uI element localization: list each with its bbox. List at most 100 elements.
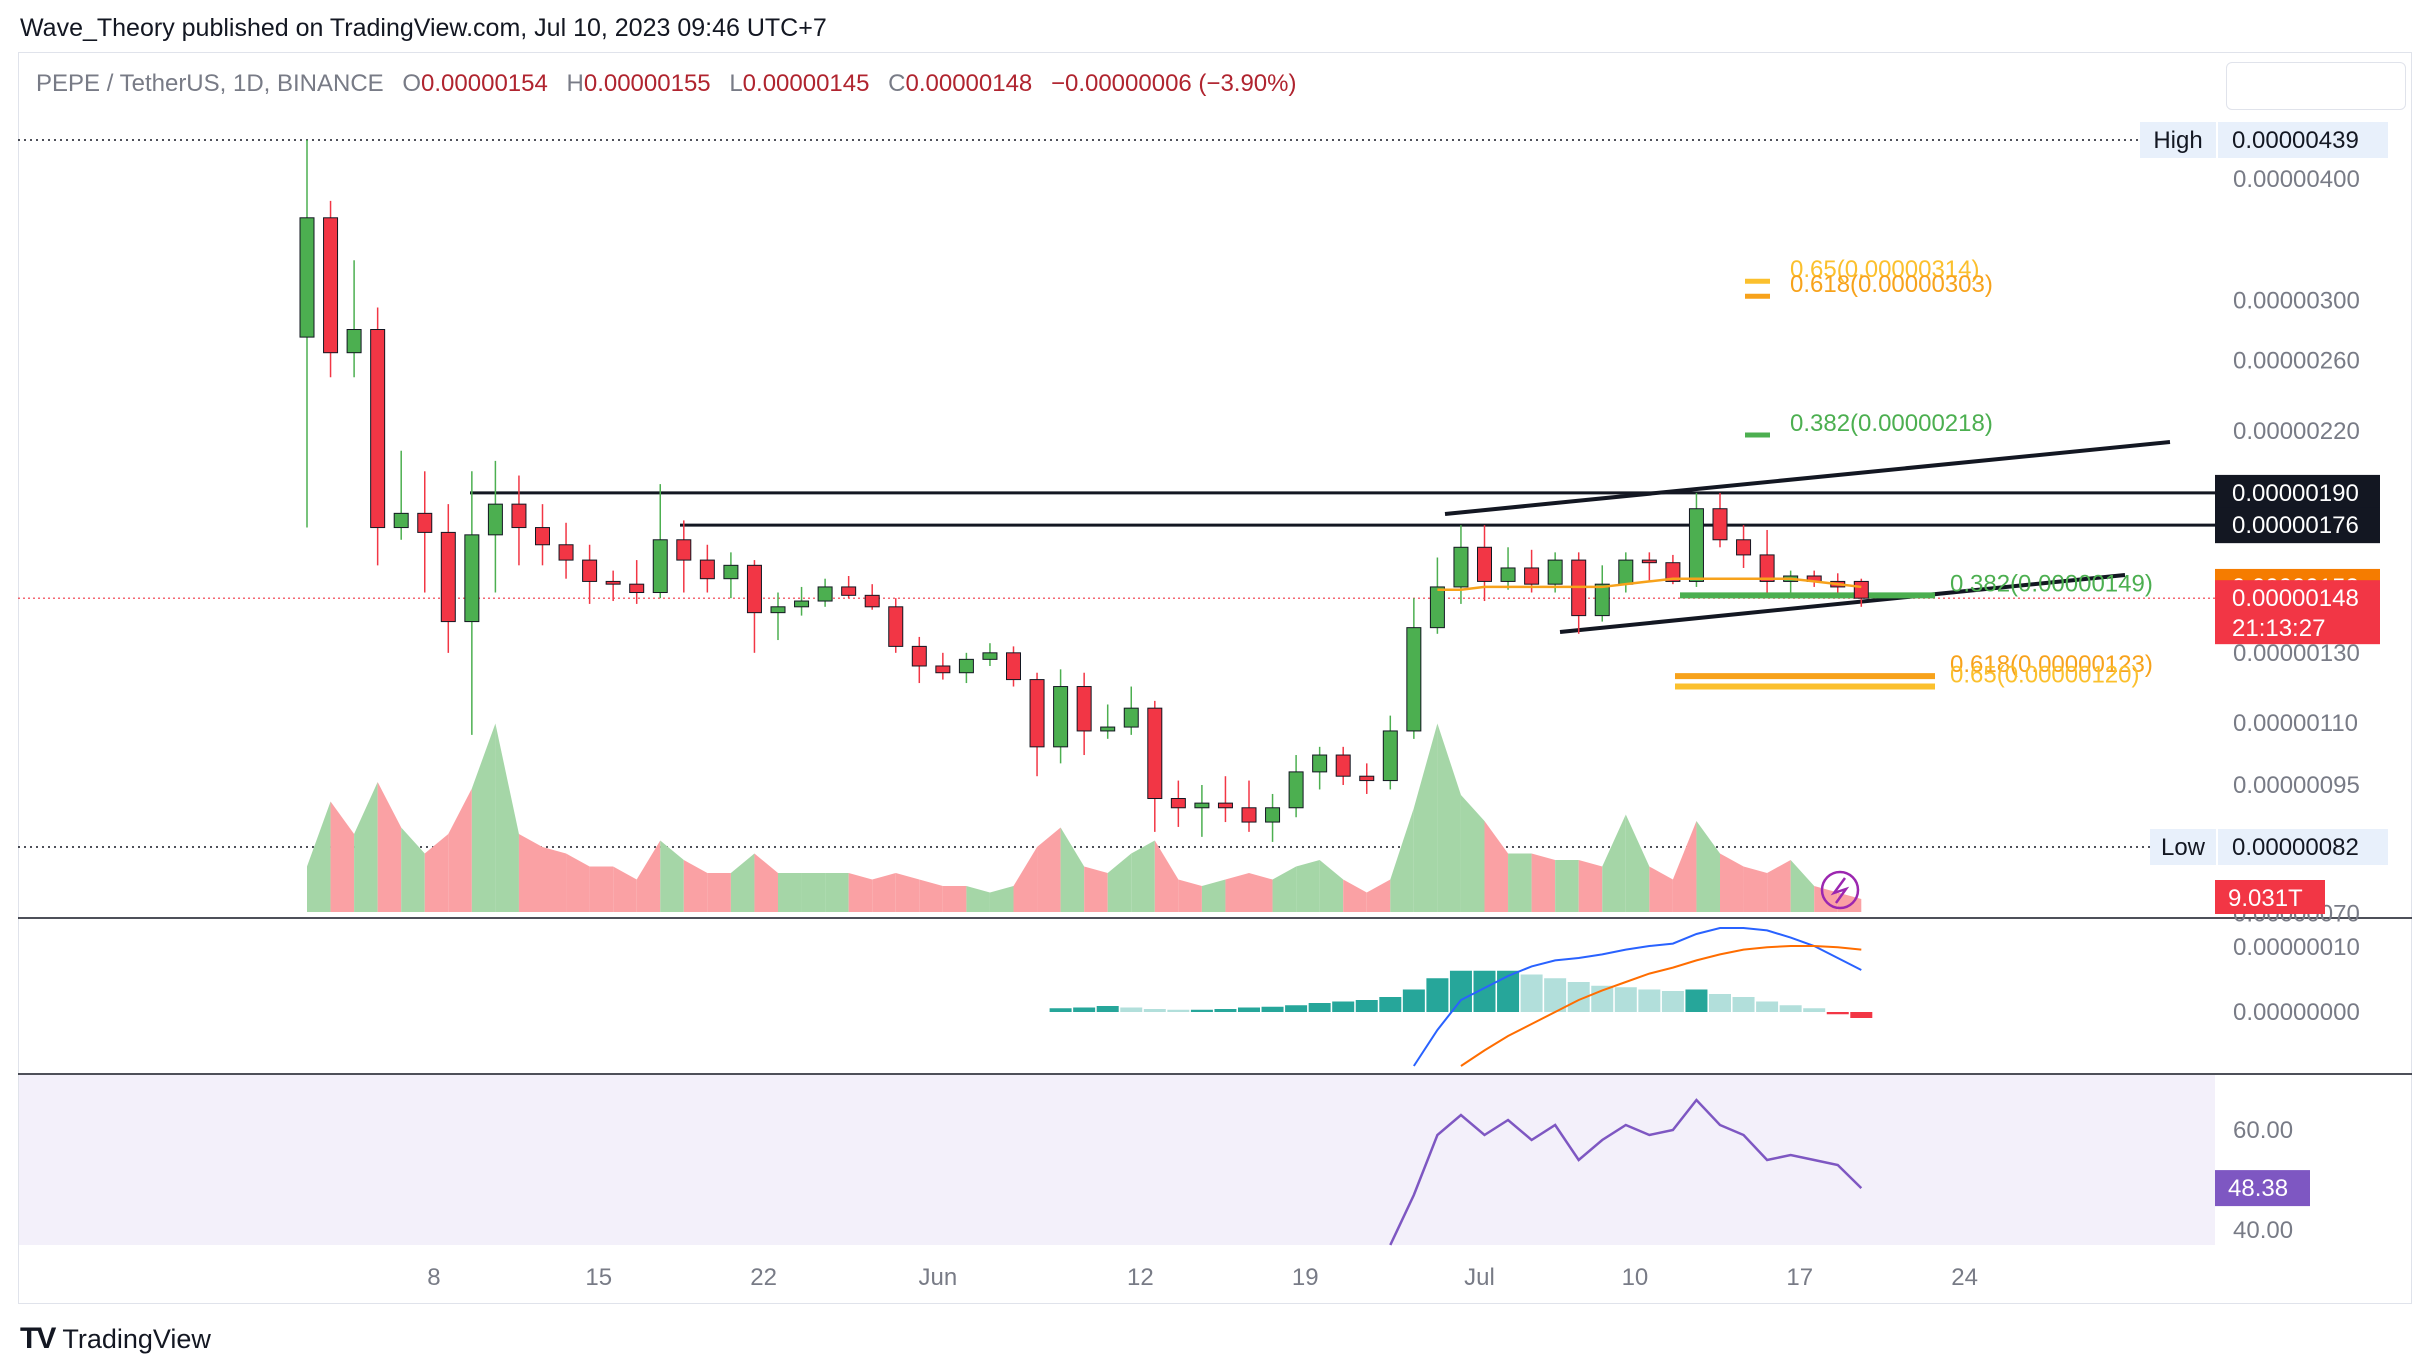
candle-body bbox=[794, 600, 810, 608]
macd-histogram-bar bbox=[1638, 989, 1661, 1012]
candle-body bbox=[817, 586, 833, 602]
candle-body bbox=[1312, 754, 1328, 773]
channel-lower-line bbox=[1559, 573, 2126, 634]
brand-name: TradingView bbox=[62, 1323, 211, 1354]
macd-histogram-bar bbox=[1520, 974, 1543, 1012]
candle-body bbox=[1853, 580, 1869, 599]
resistance-tag-box bbox=[2215, 474, 2380, 511]
volume-area-segment bbox=[307, 801, 331, 912]
time-tick: 12 bbox=[1127, 1264, 1154, 1291]
volume-area-segment bbox=[1225, 873, 1249, 912]
candle-body bbox=[911, 645, 927, 667]
candle-body bbox=[864, 594, 880, 608]
volume-area-segment bbox=[1154, 840, 1179, 912]
candle-body bbox=[1500, 567, 1516, 582]
candle-body bbox=[958, 658, 974, 674]
volume-area-segment bbox=[801, 873, 826, 912]
volume-area-segment bbox=[1319, 860, 1344, 912]
macd-histogram-bar bbox=[1685, 989, 1708, 1012]
volume-area-segment bbox=[1296, 860, 1320, 912]
volume-tag-box bbox=[2215, 880, 2325, 914]
low-label: Low bbox=[2161, 834, 2206, 861]
time-tick: 8 bbox=[427, 1264, 440, 1291]
volume-area-segment bbox=[730, 853, 755, 912]
volume-area-segment bbox=[1578, 860, 1603, 912]
candle-body bbox=[1429, 586, 1445, 629]
macd-histogram-bar bbox=[1850, 1012, 1873, 1018]
volume-area-segment bbox=[872, 873, 896, 912]
time-tick: 15 bbox=[585, 1264, 612, 1291]
macd-histogram-bar bbox=[1379, 997, 1402, 1012]
candle-body bbox=[1288, 771, 1304, 809]
candle-body bbox=[1712, 508, 1728, 541]
lightning-icon bbox=[1820, 870, 1860, 910]
volume-area-segment bbox=[1272, 866, 1297, 912]
candle-body bbox=[605, 580, 621, 585]
candle-body bbox=[652, 539, 668, 594]
volume-area-segment bbox=[1625, 814, 1650, 912]
price-tick: 0.00000220 bbox=[2233, 418, 2360, 445]
macd-histogram-bar bbox=[1826, 1012, 1849, 1015]
candle-body bbox=[323, 217, 339, 354]
price-tick: 0.00000130 bbox=[2233, 640, 2360, 667]
macd-histogram-bar bbox=[1732, 997, 1755, 1012]
volume-area-segment bbox=[966, 886, 990, 912]
high-label-box bbox=[2140, 122, 2216, 158]
rsi-tick: 60.00 bbox=[2233, 1117, 2293, 1144]
volume-area-segment bbox=[401, 827, 425, 912]
fib-level-label: 0.65(0.00000120) bbox=[1950, 662, 2140, 689]
candle-body bbox=[1594, 583, 1610, 617]
macd-histogram-bar bbox=[1709, 994, 1731, 1012]
candle-body bbox=[393, 512, 409, 529]
macd-tick: 0.00000000 bbox=[2233, 999, 2360, 1026]
price-tick: 0.00000400 bbox=[2233, 166, 2360, 193]
volume-area-segment bbox=[707, 873, 731, 912]
last-price-tag: 0.00000148 bbox=[2232, 585, 2359, 612]
macd-histogram-bar bbox=[1803, 1008, 1826, 1012]
candle-body bbox=[841, 586, 857, 596]
price-tick: 0.00000110 bbox=[2233, 710, 2358, 737]
candle-body bbox=[1759, 554, 1775, 582]
close-value: 0.00000148 bbox=[905, 70, 1033, 97]
rsi-line bbox=[1389, 1098, 1863, 1246]
symbol-name[interactable]: PEPE / TetherUS, 1D, BINANCE bbox=[36, 70, 384, 97]
time-tick: 22 bbox=[750, 1264, 777, 1291]
volume-area-segment bbox=[542, 847, 567, 912]
volume-area-segment bbox=[989, 886, 1014, 912]
fib-level-label: 0.618(0.00000303) bbox=[1790, 271, 1993, 298]
rsi-tag-box bbox=[2215, 1170, 2310, 1207]
volume-area-segment bbox=[377, 782, 402, 912]
candle-body bbox=[370, 329, 386, 529]
candle-body bbox=[1665, 562, 1681, 582]
macd-histogram-bar bbox=[1426, 978, 1449, 1012]
macd-histogram-bar bbox=[1214, 1009, 1237, 1012]
volume-area-segment bbox=[1201, 879, 1226, 912]
toolbar-box[interactable] bbox=[2226, 62, 2406, 110]
volume-area-segment bbox=[1531, 853, 1556, 912]
low-label-box bbox=[2150, 829, 2216, 865]
macd-histogram-bar bbox=[1473, 970, 1496, 1012]
candle-body bbox=[1524, 567, 1540, 585]
channel-upper-line bbox=[1444, 440, 2171, 516]
macd-histogram-bar bbox=[1779, 1005, 1802, 1012]
volume-area-segment bbox=[895, 873, 920, 912]
tradingview-logo[interactable]: TV TradingView bbox=[20, 1322, 211, 1356]
chart-frame bbox=[18, 52, 2412, 1304]
candle-body bbox=[1547, 559, 1563, 585]
price-tick: 0.00000095 bbox=[2233, 772, 2360, 799]
time-tick: 10 bbox=[1622, 1264, 1649, 1291]
macd-histogram-bar bbox=[1355, 1000, 1378, 1012]
volume-area-segment bbox=[660, 840, 684, 912]
macd-histogram-bar bbox=[1567, 982, 1590, 1012]
candle-body bbox=[1029, 679, 1045, 748]
time-tick: Jun bbox=[918, 1264, 957, 1291]
fib-level-label: 0.382(0.00000149) bbox=[1950, 570, 2153, 597]
candle-body bbox=[1100, 726, 1116, 732]
candle-body bbox=[1053, 686, 1069, 748]
high-value: 0.00000439 bbox=[2232, 127, 2359, 154]
macd-histogram-bar bbox=[1096, 1006, 1119, 1012]
volume-area-segment bbox=[636, 840, 661, 912]
candle-body bbox=[1641, 559, 1657, 564]
signal-line bbox=[1460, 945, 1862, 1067]
